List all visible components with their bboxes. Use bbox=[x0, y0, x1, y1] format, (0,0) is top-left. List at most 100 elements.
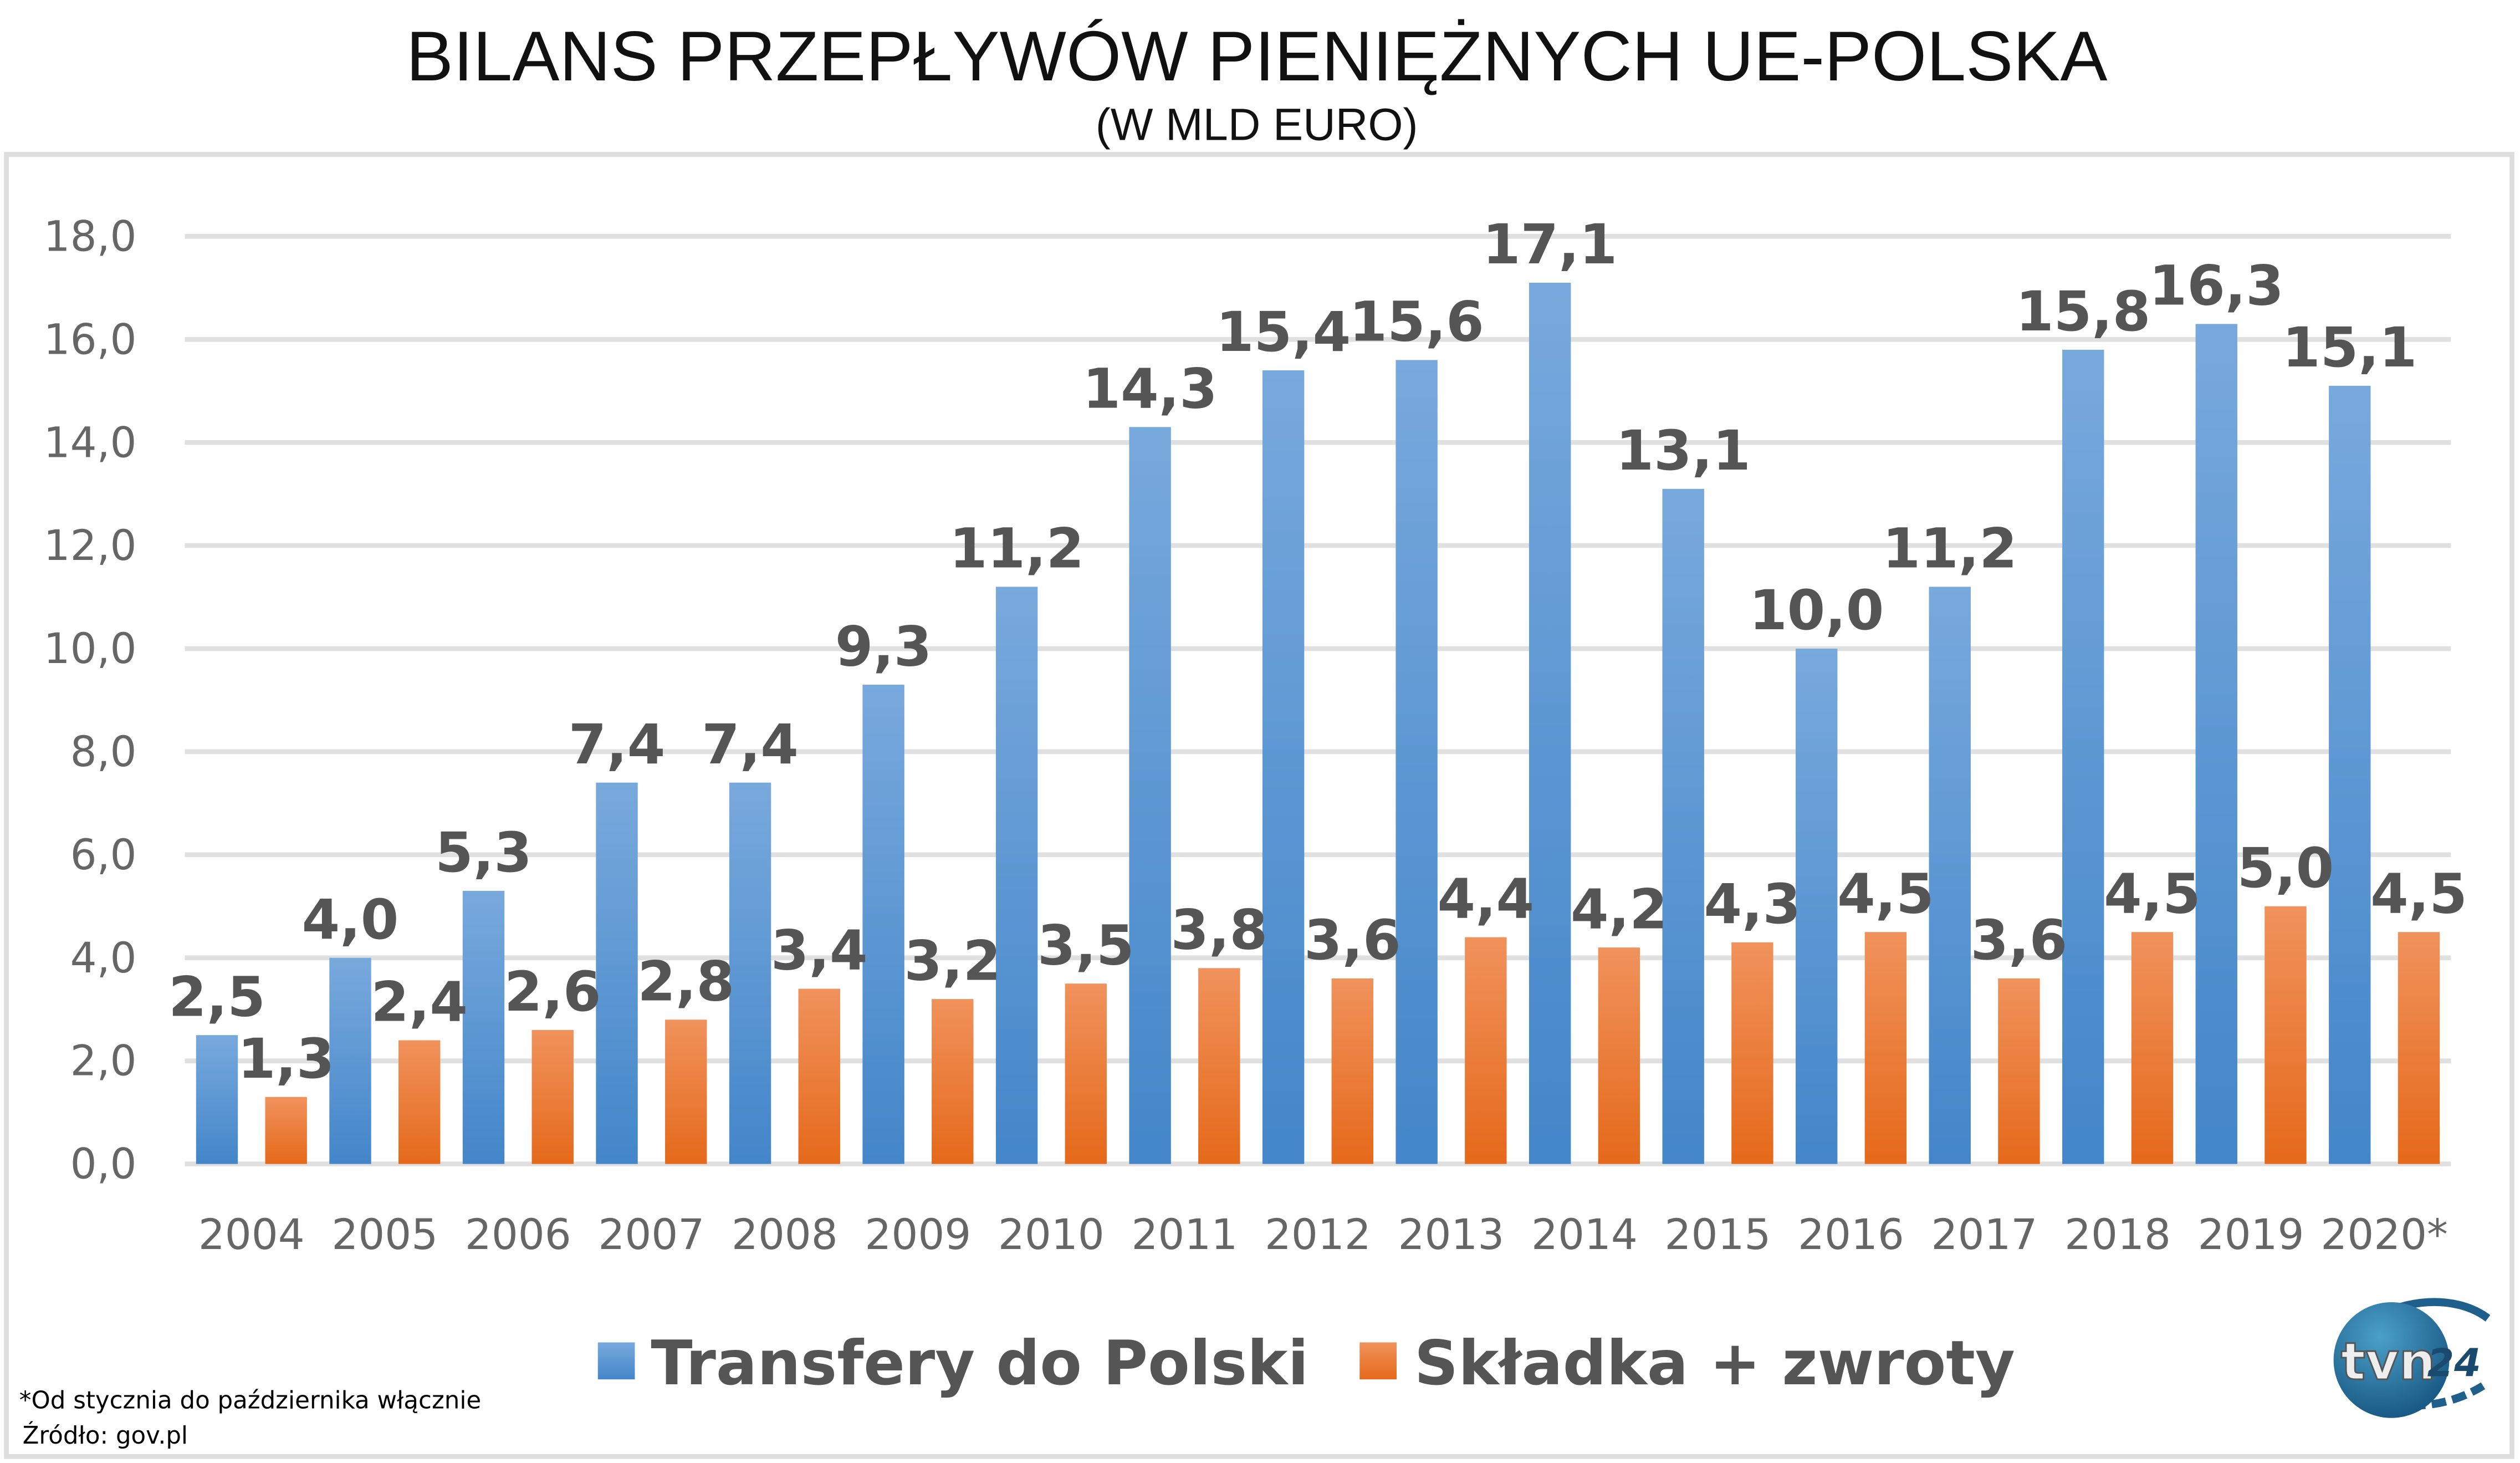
data-label: 11,2 bbox=[949, 517, 1084, 581]
data-label: 4,5 bbox=[2370, 862, 2467, 926]
x-tick-label: 2011 bbox=[1131, 1210, 1238, 1259]
bar-skladka bbox=[1998, 978, 2040, 1164]
bar-transfery bbox=[729, 782, 771, 1164]
bar-skladka bbox=[1065, 983, 1107, 1164]
bar-transfery bbox=[2195, 324, 2237, 1164]
y-tick-label: 2,0 bbox=[70, 1037, 137, 1085]
data-label: 15,6 bbox=[1350, 290, 1484, 354]
footnote: *Od stycznia do października włącznie bbox=[19, 1386, 481, 1414]
x-tick-label: 2020* bbox=[2320, 1210, 2448, 1259]
data-label: 16,3 bbox=[2149, 254, 2284, 318]
x-tick-label: 2005 bbox=[331, 1210, 438, 1259]
data-label: 9,3 bbox=[835, 615, 932, 679]
x-tick-label: 2015 bbox=[1665, 1210, 1771, 1259]
x-tick-label: 2007 bbox=[598, 1210, 704, 1259]
bar-skladka bbox=[1331, 978, 1374, 1164]
y-tick-label: 12,0 bbox=[44, 521, 137, 570]
bar-transfery bbox=[862, 685, 904, 1164]
data-label: 2,4 bbox=[371, 971, 468, 1034]
data-label: 4,4 bbox=[1438, 868, 1535, 931]
data-label: 1,3 bbox=[238, 1027, 335, 1091]
bar-transfery bbox=[1929, 587, 1971, 1164]
x-tick-label: 2004 bbox=[198, 1210, 305, 1259]
x-tick-label: 2013 bbox=[1398, 1210, 1505, 1259]
data-label: 3,8 bbox=[1170, 899, 1267, 962]
bar-transfery bbox=[462, 890, 505, 1164]
bar-transfery bbox=[196, 1035, 238, 1164]
data-label: 4,2 bbox=[1571, 878, 1668, 941]
data-label: 4,5 bbox=[1837, 862, 1934, 926]
bar-transfery bbox=[1262, 370, 1305, 1164]
bar-skladka bbox=[798, 988, 840, 1164]
y-tick-label: 10,0 bbox=[44, 624, 137, 673]
data-label: 4,5 bbox=[2104, 862, 2201, 926]
data-label: 15,4 bbox=[1216, 300, 1351, 364]
svg-text:tvn: tvn bbox=[2341, 1332, 2436, 1391]
bar-transfery bbox=[1796, 648, 1838, 1164]
data-label: 11,2 bbox=[1883, 517, 2017, 581]
data-label: 15,8 bbox=[2016, 280, 2150, 344]
data-label: 3,6 bbox=[1971, 909, 2068, 972]
tvn24-logo: tvn 24 bbox=[2333, 1298, 2491, 1418]
bar-skladka bbox=[531, 1029, 574, 1164]
y-tick-label: 6,0 bbox=[70, 830, 137, 879]
data-label: 3,2 bbox=[904, 929, 1001, 993]
data-label: 10,0 bbox=[1749, 579, 1884, 643]
data-label: 3,6 bbox=[1304, 909, 1401, 972]
bar-skladka bbox=[1465, 937, 1507, 1164]
legend-swatch-transfery bbox=[597, 1342, 635, 1380]
data-label: 17,1 bbox=[1483, 213, 1617, 277]
bar-transfery bbox=[1529, 283, 1571, 1164]
y-tick-label: 4,0 bbox=[70, 934, 137, 982]
bar-skladka bbox=[265, 1097, 307, 1164]
data-label: 14,3 bbox=[1082, 357, 1217, 421]
legend-label-transfery: Transfery do Polski bbox=[651, 1328, 1308, 1399]
bar-skladka bbox=[398, 1040, 441, 1164]
bar-skladka bbox=[1864, 932, 1907, 1164]
y-tick-label: 16,0 bbox=[44, 315, 137, 364]
x-tick-label: 2008 bbox=[732, 1210, 838, 1259]
data-label: 2,5 bbox=[168, 965, 265, 1029]
chart-title: BILANS PRZEPŁYWÓW PIENIĘŻNYCH UE-POLSKA bbox=[406, 17, 2108, 96]
data-label: 3,4 bbox=[771, 919, 868, 983]
bar-transfery bbox=[2062, 349, 2104, 1164]
x-tick-label: 2010 bbox=[998, 1210, 1105, 1259]
data-label: 15,1 bbox=[2282, 316, 2417, 380]
legend-swatch-skladka bbox=[1359, 1342, 1397, 1380]
x-tick-label: 2017 bbox=[1931, 1210, 2038, 1259]
data-label: 5,0 bbox=[2237, 837, 2334, 900]
data-label: 5,3 bbox=[435, 821, 532, 885]
bar-transfery bbox=[1396, 360, 1438, 1164]
x-tick-label: 2016 bbox=[1798, 1210, 1904, 1259]
x-tick-label: 2019 bbox=[2198, 1210, 2304, 1259]
bar-transfery bbox=[1129, 427, 1171, 1164]
y-tick-label: 8,0 bbox=[70, 727, 137, 776]
bar-skladka bbox=[1598, 947, 1640, 1164]
data-label: 7,4 bbox=[569, 713, 666, 777]
data-label: 3,5 bbox=[1037, 914, 1134, 977]
bar-skladka bbox=[1198, 968, 1240, 1164]
bar-skladka bbox=[932, 999, 974, 1164]
bar-transfery bbox=[2329, 385, 2371, 1164]
source: Źródło: gov.pl bbox=[23, 1421, 188, 1450]
chart-subtitle: (W MLD EURO) bbox=[1096, 100, 1418, 150]
data-label: 4,0 bbox=[302, 888, 399, 952]
y-tick-label: 18,0 bbox=[44, 212, 137, 261]
bar-transfery bbox=[995, 587, 1038, 1164]
bar-skladka bbox=[665, 1019, 707, 1164]
x-tick-label: 2014 bbox=[1531, 1210, 1638, 1259]
data-label: 7,4 bbox=[702, 713, 799, 777]
data-label: 2,8 bbox=[637, 950, 734, 1013]
chart-frame bbox=[4, 152, 2514, 1459]
bar-transfery bbox=[329, 957, 371, 1164]
x-tick-label: 2018 bbox=[2064, 1210, 2171, 1259]
bar-skladka bbox=[2131, 932, 2174, 1164]
legend: Transfery do Polski Składka + zwroty bbox=[597, 1328, 2015, 1399]
bar-skladka bbox=[2265, 906, 2307, 1164]
data-label: 2,6 bbox=[504, 960, 601, 1024]
y-tick-label: 0,0 bbox=[70, 1140, 137, 1189]
data-label: 13,1 bbox=[1616, 419, 1751, 483]
bar-transfery bbox=[1662, 488, 1704, 1164]
legend-label-skladka: Składka + zwroty bbox=[1414, 1328, 2015, 1399]
